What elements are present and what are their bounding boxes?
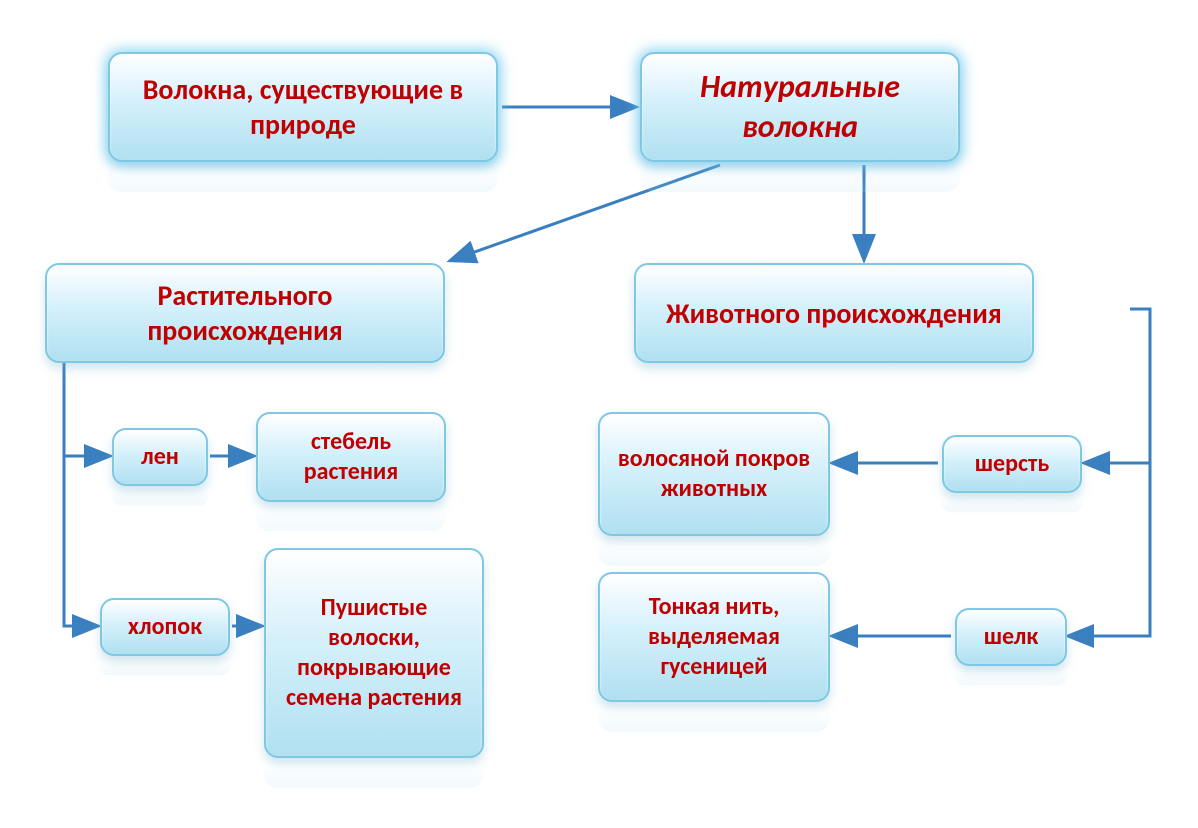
node-label-hair_cover: волосяной покров животных xyxy=(612,444,816,504)
reflection-stem xyxy=(256,504,446,531)
reflection-natural_fibers xyxy=(640,164,960,192)
reflection-wool xyxy=(942,495,1082,512)
reflection-flax xyxy=(112,488,208,505)
reflection-cotton xyxy=(100,658,230,675)
edge-plant_origin-to-flax xyxy=(64,363,108,456)
reflection-fluffy xyxy=(264,760,484,788)
node-label-wool: шерсть xyxy=(975,449,1050,479)
reflection-thin_thread xyxy=(598,704,830,732)
edge-animal_origin-to-silk xyxy=(1070,309,1150,636)
node-label-fibers_nature: Волокна, существующие в природе xyxy=(122,72,484,142)
node-wool: шерсть xyxy=(942,435,1082,493)
edge-natural_fibers-to-plant_origin xyxy=(452,165,720,260)
edge-animal_origin-to-wool xyxy=(1086,309,1150,463)
node-stem: стебель растения xyxy=(256,412,446,502)
node-thin_thread: Тонкая нить, выделяемая гусеницей xyxy=(598,572,830,702)
node-label-stem: стебель растения xyxy=(270,427,432,487)
node-label-fluffy: Пушистые волоски, покрывающие семена рас… xyxy=(278,593,470,713)
reflection-silk xyxy=(955,668,1067,685)
node-label-silk: шелк xyxy=(984,622,1039,652)
node-label-animal_origin: Животного происхождения xyxy=(666,296,1001,331)
node-flax: лен xyxy=(112,428,208,486)
reflection-fibers_nature xyxy=(108,164,498,192)
node-animal_origin: Животного происхождения xyxy=(634,263,1034,363)
node-label-natural_fibers: Натуральные волокна xyxy=(654,67,946,147)
node-hair_cover: волосяной покров животных xyxy=(598,412,830,536)
reflection-hair_cover xyxy=(598,538,830,566)
node-label-thin_thread: Тонкая нить, выделяемая гусеницей xyxy=(612,592,816,682)
node-cotton: хлопок xyxy=(100,598,230,656)
node-fluffy: Пушистые волоски, покрывающие семена рас… xyxy=(264,548,484,758)
node-natural_fibers: Натуральные волокна xyxy=(640,52,960,162)
edge-plant_origin-to-cotton xyxy=(64,363,96,626)
node-label-flax: лен xyxy=(141,442,179,472)
node-plant_origin: Растительного происхождения xyxy=(45,263,445,363)
node-label-plant_origin: Растительного происхождения xyxy=(59,278,431,348)
node-label-cotton: хлопок xyxy=(128,612,202,642)
node-fibers_nature: Волокна, существующие в природе xyxy=(108,52,498,162)
node-silk: шелк xyxy=(955,608,1067,666)
